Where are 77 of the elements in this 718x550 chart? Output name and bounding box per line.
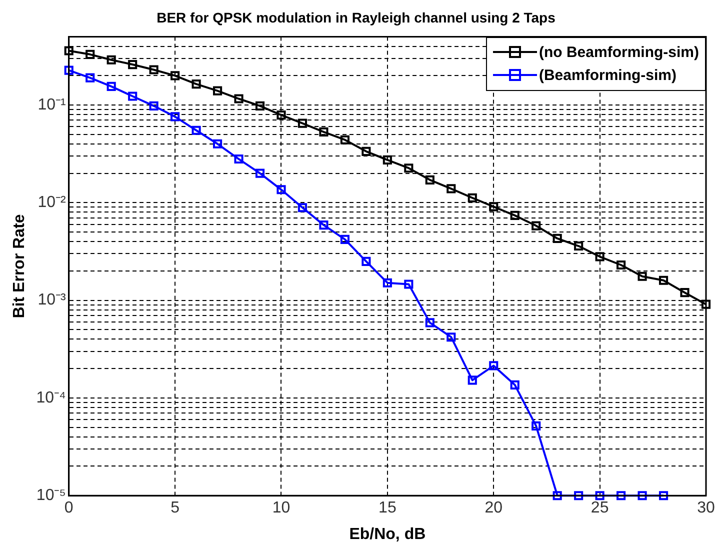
- point: [149, 65, 158, 74]
- point: [658, 491, 668, 500]
- point: [213, 139, 222, 148]
- point: [64, 66, 74, 75]
- x-tick-label: 0: [64, 500, 74, 517]
- point: [701, 300, 711, 309]
- point: [552, 491, 562, 500]
- point: [425, 318, 434, 328]
- point: [276, 185, 286, 194]
- y-axis-title: Bit Error Rate: [11, 214, 28, 318]
- point: [298, 118, 308, 128]
- point: [404, 280, 414, 289]
- point: [64, 46, 74, 56]
- point: [106, 82, 116, 91]
- point: [638, 491, 647, 500]
- point: [340, 234, 350, 244]
- point: [192, 126, 201, 135]
- point: [510, 380, 520, 390]
- point: [213, 86, 222, 96]
- y-tick-label: 10⁻³: [38, 292, 67, 309]
- point: [298, 203, 308, 212]
- point: [468, 193, 477, 202]
- chart-title: BER for QPSK modulation in Rayleigh channel using 2 Taps: [156, 9, 556, 26]
- point: [446, 332, 456, 342]
- point: [425, 175, 434, 184]
- y-tick-label: 10⁻¹: [38, 96, 66, 114]
- point: [552, 234, 562, 244]
- y-tick-label: 10⁻²: [38, 194, 67, 212]
- point: [362, 146, 371, 156]
- x-tick-label: 30: [697, 500, 715, 517]
- point: [510, 210, 520, 220]
- point: [574, 241, 584, 251]
- x-tick-label: 25: [590, 500, 609, 517]
- point: [86, 50, 95, 59]
- point: [170, 71, 180, 80]
- point: [382, 278, 392, 288]
- point: [106, 55, 116, 64]
- x-tick-label: 10: [272, 500, 290, 517]
- point: [532, 421, 541, 430]
- y-tick-label: 10⁻⁵: [36, 487, 66, 504]
- x-tick-label: 20: [484, 500, 503, 517]
- y-tick-label: 10⁻⁴: [36, 389, 66, 406]
- point: [255, 101, 265, 110]
- x-axis-title: Eb/No, dB: [349, 526, 426, 543]
- point: [234, 154, 244, 164]
- point: [382, 155, 392, 164]
- point: [446, 184, 456, 194]
- x-tick-label: 5: [170, 500, 180, 517]
- point: [574, 491, 584, 500]
- point: [319, 127, 328, 137]
- point: [149, 101, 158, 110]
- point: [595, 252, 604, 262]
- point: [489, 361, 498, 370]
- legend-label: (Beamforming-sim): [538, 66, 676, 84]
- point: [595, 491, 604, 500]
- legend-label: (no Beamforming-sim): [538, 44, 699, 61]
- point: [658, 276, 668, 285]
- point: [616, 491, 626, 500]
- point: [234, 94, 244, 104]
- point: [532, 221, 541, 230]
- point: [255, 168, 265, 178]
- point: [362, 256, 371, 266]
- point: [86, 73, 95, 82]
- point: [170, 112, 180, 122]
- point: [468, 376, 477, 385]
- point: [128, 60, 138, 70]
- point: [616, 260, 626, 270]
- point: [489, 202, 498, 212]
- point: [680, 288, 690, 298]
- point: [638, 272, 647, 281]
- point: [276, 110, 286, 120]
- point: [128, 92, 138, 101]
- x-tick-label: 15: [378, 500, 396, 517]
- point: [319, 220, 328, 230]
- point: [192, 80, 201, 89]
- point: [340, 135, 350, 144]
- point: [404, 164, 414, 173]
